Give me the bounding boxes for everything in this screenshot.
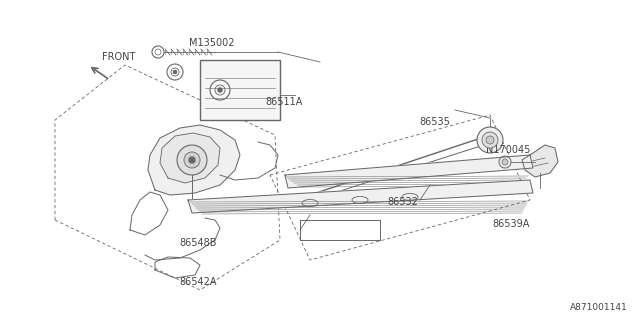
Circle shape: [177, 145, 207, 175]
Circle shape: [173, 70, 177, 74]
Text: 86511A: 86511A: [266, 97, 303, 108]
Text: M135002: M135002: [189, 38, 234, 48]
Circle shape: [184, 152, 200, 168]
Polygon shape: [522, 145, 558, 177]
Text: 86539A: 86539A: [493, 219, 530, 229]
Text: 86535: 86535: [419, 116, 450, 127]
Circle shape: [499, 156, 511, 168]
Circle shape: [189, 157, 195, 163]
Circle shape: [486, 136, 494, 144]
Circle shape: [218, 88, 222, 92]
Bar: [200, 60, 280, 120]
Text: 86532: 86532: [387, 196, 418, 207]
Text: 86548B: 86548B: [179, 238, 217, 248]
Polygon shape: [148, 125, 240, 195]
Circle shape: [477, 127, 503, 153]
Text: N170045: N170045: [486, 145, 531, 156]
Text: FRONT: FRONT: [102, 52, 136, 62]
Polygon shape: [160, 133, 220, 183]
Circle shape: [482, 132, 498, 148]
Polygon shape: [188, 180, 533, 213]
Polygon shape: [285, 155, 533, 188]
Text: A871001141: A871001141: [570, 303, 628, 312]
Circle shape: [502, 159, 508, 165]
Text: 86542A: 86542A: [179, 276, 217, 287]
